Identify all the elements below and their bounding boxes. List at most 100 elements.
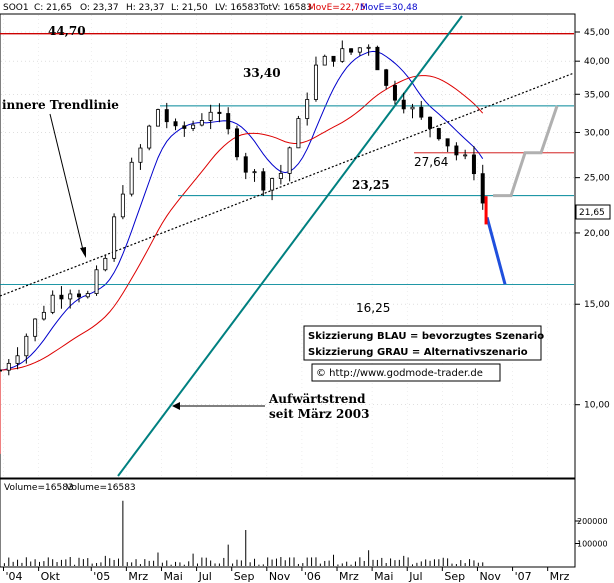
candle-body [366,46,371,49]
candle-body [313,64,318,100]
candle-body [138,147,143,163]
level-label-23-25: 23,25 [352,178,390,192]
volume-tick-label-0: 200000 [577,517,608,526]
x-tick-label-3: Mrz [128,570,148,583]
current-price-box [575,204,611,220]
volume-axis: 200000 100000 [575,517,608,549]
candle-body [59,294,64,300]
candle-body [331,55,336,62]
candle-body [270,178,275,191]
candle-body [50,294,55,313]
x-tick-label-4: Mai [163,570,182,583]
volume-header-1: Volume=16583 [4,483,74,493]
candle-body [217,111,222,114]
candle-body [41,311,46,320]
price-axis: 45,00 40,00 35,00 30,00 25,00 20,00 15,00 10,00 [575,28,610,411]
candle-body [199,120,204,126]
candle-body [85,293,90,298]
price-panel [0,13,576,479]
header-high: H: 23,37 [126,3,164,13]
trendlines [0,15,575,477]
header-total-volume: TotV: 16583 [258,3,312,13]
candle-body [15,355,20,364]
x-tick-label-8: '06 [304,570,321,583]
volume-tick-label-1: 100000 [577,540,608,549]
x-tick-label-15: Mrz [550,570,570,583]
header-ma-long: MovE=30,48 [360,3,418,13]
volume-bars [0,500,484,566]
candle-body [278,172,283,179]
level-label-16-25: 16,25 [356,301,390,315]
y-tick-label-3: 30,00 [584,128,610,138]
gray-scenario-path [493,105,559,198]
volume-panel [0,478,576,568]
copyright-box [311,363,501,382]
candle-body [24,335,29,357]
current-price-label: 21,65 [579,208,605,218]
time-axis: '04 Okt '05 Mrz Mai Jul Sep Nov '06 Mrz Mai Jul Sep N… [3,567,570,583]
candle-body [375,46,380,71]
price-candles [0,40,485,376]
candle-body [112,216,117,259]
header-low: L: 21,50 [171,3,208,13]
candle-body [147,125,152,149]
candle-body [68,293,73,300]
x-tick-label-2: '05 [93,570,110,583]
candle-body [120,193,125,218]
x-tick-label-11: Jul [408,570,422,583]
candle-body [445,138,450,147]
x-tick-label-1: Okt [41,570,61,583]
candle-body [129,161,134,195]
candle-body [243,156,248,173]
candle-body [164,109,169,123]
level-label-33-40: 33,40 [243,66,281,80]
x-tick-label-14: '07 [515,570,532,583]
moving-averages [0,50,484,454]
x-tick-label-12: Sep [444,570,465,583]
x-tick-label-0: '04 [6,570,23,583]
legend-blue-text: Skizzierung BLAU = bevorzugtes Szenario [308,331,544,342]
header-open: O: 23,37 [80,3,119,13]
support-resistance-lines [0,32,574,285]
candle-body [0,369,3,372]
x-tick-label-5: Jul [198,570,212,583]
candle-body [471,154,476,175]
candle-body [33,318,38,337]
candle-body [384,69,389,86]
candle-body [410,106,415,110]
candle-body [252,171,257,174]
candle-body [226,113,231,130]
scenario-sketches [484,105,559,285]
candle-body [76,293,81,298]
candle-body [357,47,362,53]
header-symbol: SOO1 [3,3,29,13]
x-tick-label-13: Nov [479,570,501,583]
candle-body [322,55,327,66]
inner-trendline [0,72,575,297]
y-tick-label-4: 25,00 [584,174,610,184]
candle-body [436,128,441,140]
candle-body [287,147,292,174]
moving-average-long [0,75,484,454]
y-tick-label-6: 15,00 [584,300,610,310]
x-tick-label-9: Mrz [339,570,359,583]
x-tick-label-7: Nov [269,570,291,583]
y-tick-label-1: 40,00 [584,57,610,67]
candle-body [296,118,301,149]
arrowhead-inner-trendline [80,247,86,258]
y-tick-label-2: 35,00 [584,90,610,100]
legend-gray-text: Skizzierung GRAU = Alternativszenario [308,347,528,358]
moving-average-short [0,50,484,371]
level-label-27-64: 27,64 [414,155,448,169]
header-last-volume: LV: 16583 [215,3,259,13]
y-tick-label-7: 10,00 [584,401,610,411]
candle-body [392,85,397,101]
candle-body [208,111,213,121]
price-header: SOO1 C: 21,65 O: 23,37 H: 23,37 L: 21,50… [3,3,418,13]
candle-body [234,128,239,158]
candle-body [463,154,468,157]
level-label-44-70: 44,70 [48,24,86,38]
candle-body [428,116,433,129]
annotation-uptrend-2: seit März 2003 [269,407,369,421]
